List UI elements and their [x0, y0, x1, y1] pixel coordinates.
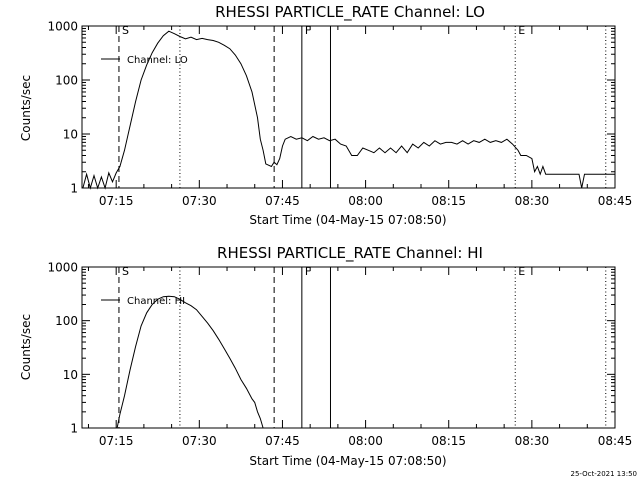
x-axis-label: Start Time (04-May-15 07:08:50)	[249, 213, 446, 227]
y-tick-label: 1000	[47, 20, 78, 34]
plot-frame	[81, 266, 616, 429]
x-tick-label: 08:15	[431, 434, 466, 448]
print-timestamp: 25-Oct-2021 13:50	[571, 470, 637, 478]
legend-label: Channel: LO	[127, 55, 188, 66]
x-tick-label: 08:30	[515, 434, 550, 448]
chart-title: RHESSI PARTICLE_RATE Channel: HI	[217, 244, 483, 263]
chart-title: RHESSI PARTICLE_RATE Channel: LO	[215, 3, 485, 22]
x-tick-label: 08:15	[431, 194, 466, 208]
event-marker-label: F	[305, 24, 311, 37]
x-tick-label: 07:30	[182, 434, 217, 448]
y-tick-label: 1	[70, 422, 78, 436]
x-tick-label: 08:45	[598, 194, 633, 208]
y-tick-label: 100	[55, 74, 78, 88]
x-tick-label: 08:30	[515, 194, 550, 208]
chart-panel-lo: RHESSI PARTICLE_RATE Channel: LO Counts/…	[19, 3, 632, 227]
x-tick-label: 07:30	[182, 194, 217, 208]
y-tick-label: 10	[63, 128, 78, 142]
x-tick-label: 07:15	[99, 194, 134, 208]
event-marker-label: S	[122, 24, 129, 37]
x-tick-label: 07:45	[265, 434, 300, 448]
x-tick-label: 08:00	[348, 434, 383, 448]
series-line-hi	[116, 295, 264, 429]
x-tick-label: 08:45	[598, 434, 633, 448]
x-tick-label: 08:00	[348, 194, 383, 208]
event-marker-label: E	[518, 24, 525, 37]
series-line-lo	[82, 30, 615, 190]
y-axis-label: Counts/sec	[19, 314, 33, 380]
event-marker-label: F	[305, 265, 311, 278]
chart-panel-hi: RHESSI PARTICLE_RATE Channel: HI Counts/…	[19, 244, 632, 468]
legend-label: Channel: HI	[127, 296, 185, 307]
y-tick-label: 10	[63, 368, 78, 382]
x-tick-label: 07:15	[99, 434, 134, 448]
y-axis-label: Counts/sec	[19, 75, 33, 141]
x-axis-label: Start Time (04-May-15 07:08:50)	[249, 454, 446, 468]
y-tick-label: 1	[70, 182, 78, 196]
x-tick-label: 07:45	[265, 194, 300, 208]
event-marker-label: E	[518, 265, 525, 278]
y-tick-label: 1000	[47, 261, 78, 275]
event-marker-label: S	[122, 265, 129, 278]
y-tick-label: 100	[55, 314, 78, 328]
plot-frame	[81, 25, 616, 189]
